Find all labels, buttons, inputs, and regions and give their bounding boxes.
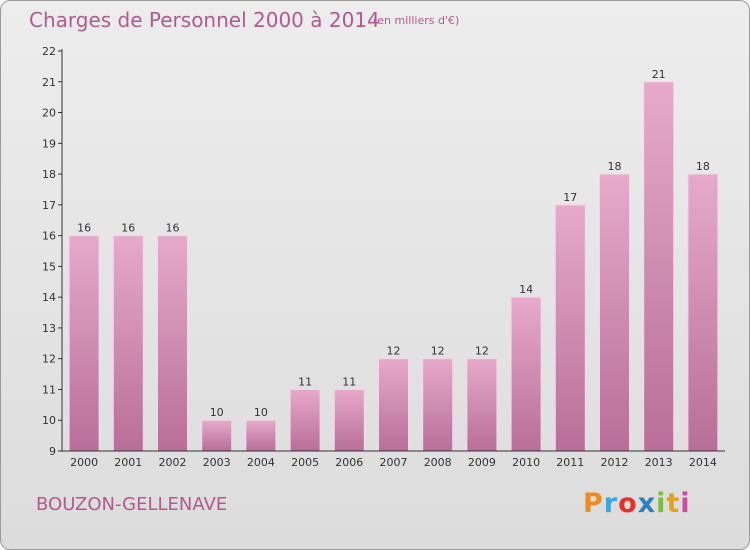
y-tick-label-13: 13: [42, 322, 56, 335]
chart-title: Charges de Personnel 2000 à 2014: [29, 8, 380, 32]
y-tick-label-16: 16: [42, 230, 56, 243]
x-tick-label-2002: 2002: [159, 456, 187, 469]
y-tick-label-19: 19: [42, 137, 56, 150]
bars-layer: 16 16 16 10 10 11 11 12 12 12 14 17 18 21 18: [68, 68, 719, 452]
bar-2009: [466, 358, 498, 452]
value-label-2001: 16: [121, 222, 135, 235]
logo-letter: t: [666, 488, 681, 519]
y-tick-label-18: 18: [42, 168, 56, 181]
bar-2006: [333, 388, 365, 452]
proxiti-logo[interactable]: Proxiti: [583, 488, 691, 519]
bar-2001: [112, 235, 144, 452]
bar-2013: [643, 81, 675, 452]
y-tick-label-17: 17: [42, 199, 56, 212]
x-tick-label-2013: 2013: [645, 456, 673, 469]
value-label-2002: 16: [166, 222, 180, 235]
bar-2007: [378, 358, 409, 452]
logo-letter: i: [680, 488, 691, 519]
y-tick-label-20: 20: [42, 107, 56, 120]
axes-layer: 2000 2001 2002 2003 2004 2005 2006 2007 2008 2009…: [42, 45, 725, 469]
value-label-2011: 17: [563, 191, 577, 204]
logo-letter: P: [583, 488, 604, 519]
bar-2011: [554, 204, 586, 452]
x-tick-label-2006: 2006: [335, 456, 363, 469]
value-label-2004: 10: [254, 406, 268, 419]
x-tick-label-2009: 2009: [468, 456, 496, 469]
x-tick-label-2012: 2012: [601, 456, 629, 469]
value-label-2008: 12: [431, 345, 445, 358]
x-tick-label-2000: 2000: [70, 456, 98, 469]
logo-letter: r: [603, 488, 619, 519]
value-label-2014: 18: [696, 160, 710, 173]
bar-2012: [599, 173, 630, 452]
logo-letter: o: [618, 488, 638, 519]
x-tick-label-2010: 2010: [512, 456, 540, 469]
x-tick-label-2014: 2014: [689, 456, 717, 469]
y-tick-label-10: 10: [42, 414, 56, 427]
bar-2008: [422, 358, 454, 452]
chart-subtitle: (en milliers d'€): [373, 14, 460, 27]
commune-name: BOUZON-GELLENAVE: [36, 494, 228, 515]
x-tick-label-2005: 2005: [291, 456, 319, 469]
x-tick-label-2004: 2004: [247, 456, 275, 469]
value-label-2013: 21: [652, 68, 666, 81]
y-tick-label-14: 14: [42, 291, 56, 304]
logo-letter: x: [637, 488, 657, 519]
bar-2005: [289, 388, 321, 452]
value-label-2000: 16: [77, 222, 91, 235]
bar-2002: [157, 235, 188, 452]
value-label-2012: 18: [608, 160, 622, 173]
x-tick-label-2001: 2001: [114, 456, 142, 469]
value-label-2003: 10: [210, 406, 224, 419]
y-tick-label-12: 12: [42, 353, 56, 366]
value-label-2005: 11: [298, 375, 312, 388]
value-label-2006: 11: [342, 375, 356, 388]
x-tick-label-2011: 2011: [556, 456, 584, 469]
x-tick-label-2003: 2003: [203, 456, 231, 469]
value-label-2009: 12: [475, 345, 489, 358]
bar-2003: [201, 419, 233, 452]
y-tick-label-11: 11: [42, 383, 56, 396]
y-tick-label-9: 9: [49, 445, 56, 458]
value-label-2007: 12: [387, 345, 401, 358]
x-tick-label-2008: 2008: [424, 456, 452, 469]
y-tick-label-22: 22: [42, 45, 56, 58]
y-tick-label-21: 21: [42, 76, 56, 89]
logo-letter: i: [656, 488, 667, 519]
bar-2000: [68, 235, 100, 452]
bar-2004: [245, 419, 277, 452]
value-label-2010: 14: [519, 283, 533, 296]
bar-2014: [687, 173, 719, 452]
bar-2010: [510, 296, 542, 452]
x-tick-label-2007: 2007: [380, 456, 408, 469]
y-tick-label-15: 15: [42, 260, 56, 273]
